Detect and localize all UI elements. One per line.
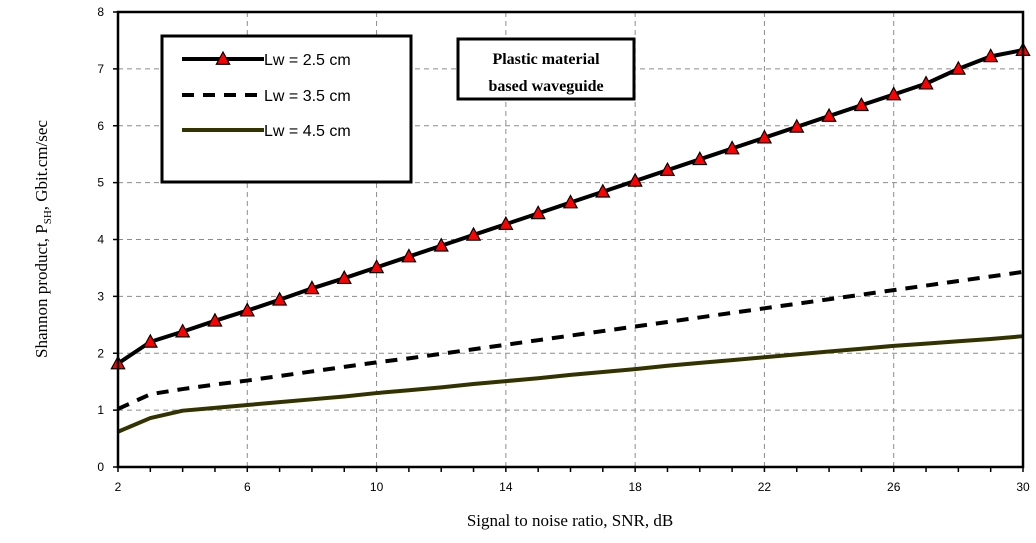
data-point-series-1-13 [530, 205, 546, 220]
y-tick-label-2: 2 [97, 346, 104, 360]
x-tick-label-5: 22 [758, 480, 772, 494]
data-point-series-1-11 [465, 226, 482, 241]
data-point-series-1-3 [207, 312, 223, 327]
annotation-frame [456, 37, 636, 101]
y-tick-label-4: 4 [97, 233, 104, 247]
data-point-series-1-6 [304, 280, 320, 295]
y-tick-label-0: 0 [97, 460, 104, 474]
legend-marker-1 [215, 50, 231, 65]
legend-label-1: Lw = 2.5 cm [264, 52, 351, 69]
x-tick-label-3: 14 [499, 480, 513, 494]
data-point-series-1-15 [595, 183, 611, 198]
legend-label-3: Lw = 4.5 cm [264, 123, 351, 140]
data-point-series-1-14 [562, 194, 579, 209]
y-axis-title-subscript: SH [42, 210, 54, 224]
x-tick-label-7: 30 [1016, 480, 1030, 494]
data-point-series-1-27 [983, 48, 999, 63]
data-point-series-1-24 [886, 86, 902, 101]
data-point-series-1-8 [368, 259, 385, 274]
x-tick-label-1: 6 [244, 480, 251, 494]
data-point-series-1-4 [239, 302, 255, 317]
x-tick-label-0: 2 [115, 480, 122, 494]
y-tick-label-8: 8 [97, 5, 104, 19]
data-point-series-1-7 [336, 269, 352, 285]
y-tick-label-3: 3 [97, 289, 104, 303]
data-point-series-1-20 [756, 129, 773, 144]
data-point-series-1-2 [174, 323, 191, 338]
series-line-3 [117, 334, 1024, 434]
x-tick-label-4: 18 [628, 480, 642, 494]
data-point-series-1-18 [692, 151, 708, 166]
annotation-box: Plastic material based waveguide [456, 37, 636, 101]
data-point-series-1-21 [789, 118, 805, 133]
data-point-series-1-10 [433, 237, 449, 252]
x-axis-title: Signal to noise ratio, SNR, dB [467, 511, 673, 530]
data-point-series-1-5 [271, 291, 288, 306]
y-tick-label-7: 7 [97, 62, 104, 76]
y-tick-label-5: 5 [97, 176, 104, 190]
legend: Lw = 2.5 cm Lw = 3.5 cm Lw = 4.5 cm [160, 34, 413, 184]
data-point-series-1-23 [853, 97, 870, 112]
series-line-2 [117, 269, 1024, 411]
x-tick-label-2: 10 [370, 480, 384, 494]
data-point-series-1-19 [724, 140, 740, 155]
data-point-series-1-9 [401, 248, 417, 263]
data-point-series-1-12 [498, 215, 514, 230]
data-point-series-1-26 [950, 60, 967, 75]
x-tick-label-6: 26 [887, 480, 901, 494]
legend-entries: Lw = 2.5 cm Lw = 3.5 cm Lw = 4.5 cm [182, 50, 351, 140]
annotation-line-2: based waveguide [488, 78, 603, 95]
y-tick-label-1: 1 [97, 403, 104, 417]
y-axis-title-suffix: , Gbit.cm/sec [32, 120, 51, 211]
y-axis-title-prefix: Shannon product, P [32, 224, 51, 358]
y-axis-title: Shannon product, PSH, Gbit.cm/sec [32, 120, 54, 358]
data-point-series-1-17 [659, 161, 676, 176]
data-point-series-1-1 [142, 333, 158, 348]
data-point-series-1-16 [627, 172, 643, 187]
annotation-line-1: Plastic material [492, 51, 600, 68]
data-point-series-1-25 [918, 75, 934, 90]
legend-label-2: Lw = 3.5 cm [264, 88, 351, 105]
data-point-series-1-22 [821, 107, 837, 122]
y-tick-label-6: 6 [97, 119, 104, 133]
